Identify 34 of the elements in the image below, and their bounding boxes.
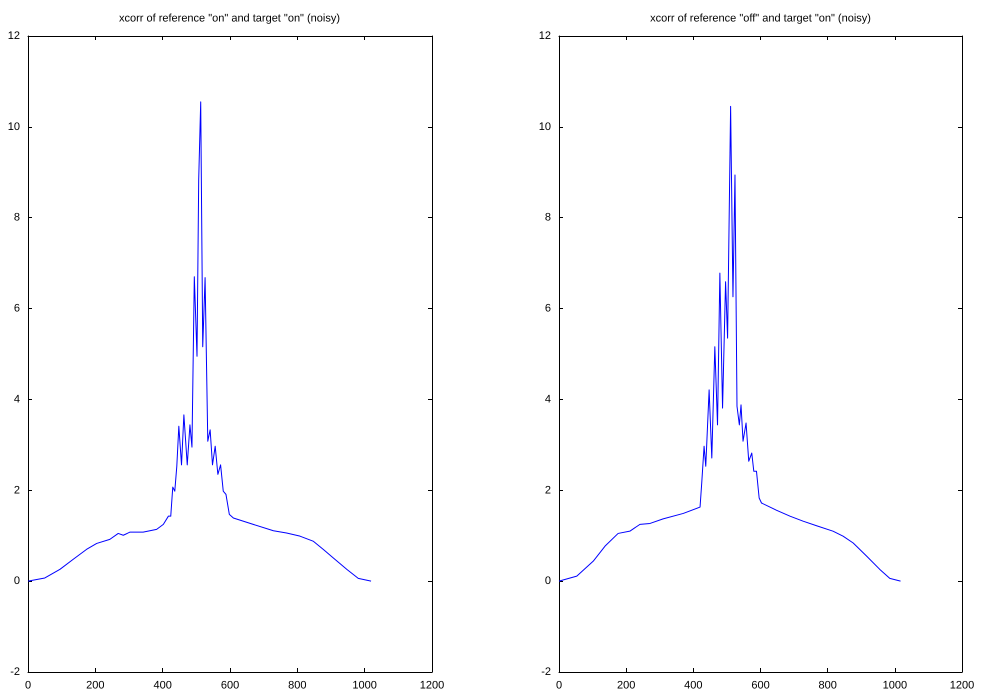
x-tick-label: 1200: [420, 680, 444, 692]
y-tick-label: 6: [544, 302, 551, 315]
chart-title: xcorr of reference "on" and target "on" (noisy): [118, 12, 340, 24]
y-tick-label: -2: [10, 666, 20, 678]
x-tick-label: 200: [616, 680, 636, 692]
y-tick-label: 12: [8, 30, 20, 42]
y-tick-label: 4: [544, 393, 551, 406]
x-tick-label: 400: [684, 680, 703, 692]
x-tick-label: 400: [153, 680, 172, 692]
y-tick-label: 8: [544, 212, 551, 224]
y-tick-label: 0: [544, 575, 551, 588]
x-tick-label: 1000: [352, 680, 377, 692]
chart-title: xcorr of reference "off" and target "on" (noisy): [650, 12, 871, 24]
y-tick-label: 6: [14, 302, 20, 315]
y-tick-label: 2: [14, 484, 20, 496]
y-tick-label: 10: [8, 120, 20, 133]
x-tick-label: 0: [556, 680, 562, 692]
y-tick-label: 12: [538, 30, 551, 42]
x-tick-label: 0: [24, 680, 32, 692]
x-tick-label: 800: [288, 680, 307, 692]
x-tick-label: 1200: [950, 680, 974, 692]
x-tick-label: 800: [818, 680, 837, 692]
x-tick-label: 200: [86, 680, 105, 692]
y-tick-label: 2: [544, 484, 551, 496]
line-series: [28, 101, 372, 582]
y-tick-label: 0: [14, 575, 20, 588]
y-tick-label: 8: [14, 212, 20, 224]
x-tick-label: 600: [220, 680, 240, 692]
y-tick-label: 4: [14, 393, 20, 406]
x-tick-label: 1000: [882, 680, 908, 692]
y-tick-label: 10: [538, 120, 551, 133]
line-series: [558, 106, 902, 582]
y-tick-label: -2: [541, 666, 551, 678]
x-tick-label: 600: [751, 680, 770, 692]
